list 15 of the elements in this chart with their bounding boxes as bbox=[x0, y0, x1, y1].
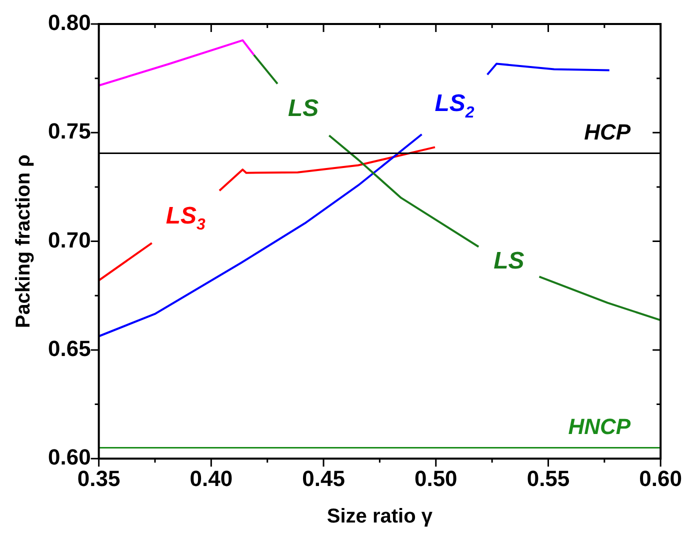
y-tick-label: 0.80 bbox=[48, 10, 91, 36]
y-axis-title: Packing fraction ρ bbox=[12, 154, 35, 328]
x-tick-label: 0.45 bbox=[302, 466, 345, 491]
y-tick-label: 0.75 bbox=[48, 118, 91, 144]
series-label: LS bbox=[494, 247, 524, 274]
x-tick-label: 0.55 bbox=[526, 466, 570, 491]
x-tick-label: 0.60 bbox=[639, 466, 682, 491]
x-tick-label: 0.50 bbox=[414, 466, 458, 491]
legend-label: HCP bbox=[584, 119, 631, 144]
ref-line-label: HNCP bbox=[568, 414, 631, 439]
x-axis-title: Size ratio γ bbox=[326, 506, 434, 528]
text: LS bbox=[288, 95, 319, 122]
y-tick-label: 0.65 bbox=[48, 336, 91, 362]
x-tick-label: 0.40 bbox=[190, 466, 233, 491]
y-tick-label: 0.70 bbox=[48, 227, 91, 252]
